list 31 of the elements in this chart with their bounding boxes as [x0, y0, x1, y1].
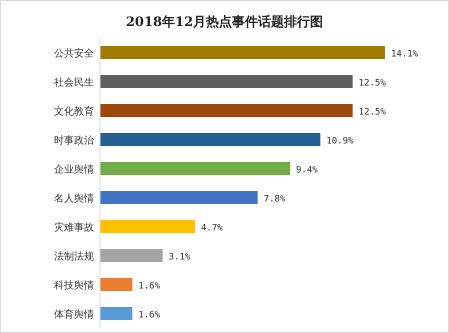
bar — [100, 220, 195, 233]
bar — [100, 191, 258, 204]
bar — [100, 46, 385, 59]
bar — [100, 249, 163, 262]
y-tick-label: 科技舆情 — [54, 280, 94, 292]
data-label: 4.7% — [201, 224, 224, 234]
bar — [100, 278, 132, 291]
y-tick-label: 时事政治 — [54, 134, 94, 146]
chart-title: 2018年12月热点事件话题排行图 — [126, 14, 324, 30]
y-tick-label: 体育舆情 — [54, 308, 94, 320]
y-tick-label: 社会民生 — [54, 76, 94, 88]
data-label: 10.9% — [326, 136, 354, 146]
data-label: 7.8% — [264, 194, 286, 204]
bar — [100, 133, 320, 146]
bar — [100, 104, 353, 117]
y-tick-label: 名人舆情 — [54, 192, 94, 204]
y-tick-label: 灾难事故 — [54, 222, 94, 234]
data-label: 9.4% — [296, 166, 318, 176]
data-label: 1.6% — [138, 310, 161, 320]
bar — [100, 162, 290, 175]
data-label: 1.6% — [138, 282, 161, 292]
data-label: 12.5% — [358, 108, 386, 118]
y-tick-label: 文化教育 — [54, 106, 94, 118]
bar — [100, 75, 353, 88]
data-label: 14.1% — [391, 50, 419, 60]
y-tick-label: 公共安全 — [54, 48, 94, 60]
y-tick-label: 法制法规 — [54, 250, 94, 262]
data-label: 3.1% — [168, 252, 191, 262]
y-tick-label: 企业舆情 — [54, 164, 94, 176]
data-label: 12.5% — [358, 78, 386, 88]
bar — [100, 307, 132, 320]
